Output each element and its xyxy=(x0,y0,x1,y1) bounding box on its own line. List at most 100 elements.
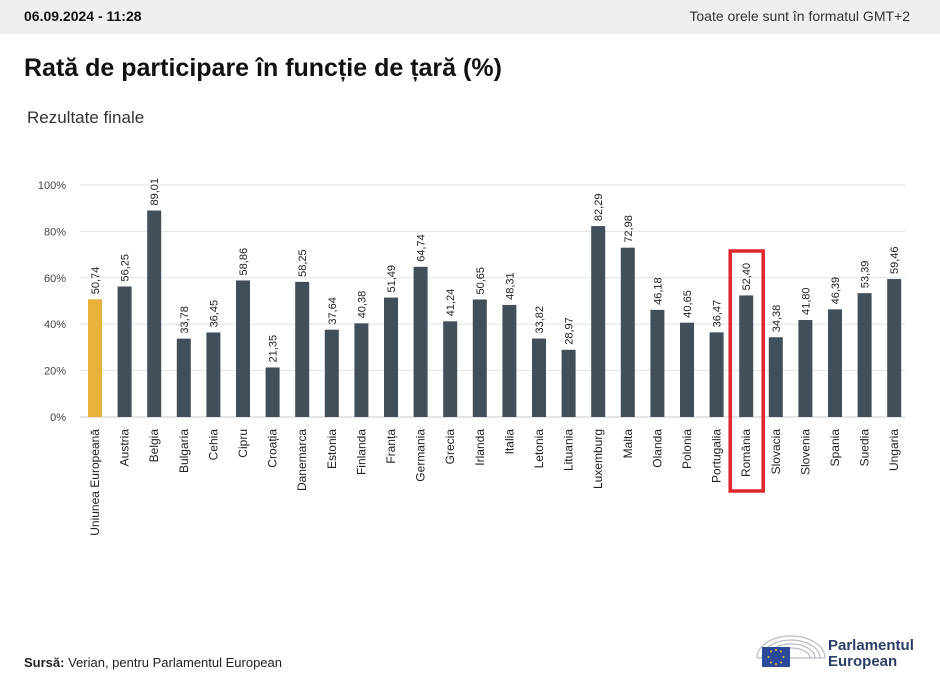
logo-line-2: European xyxy=(828,653,898,670)
category-label: Bulgaria xyxy=(177,429,191,473)
value-label: 40,38 xyxy=(356,291,368,319)
bar xyxy=(828,309,842,417)
bar xyxy=(472,299,487,417)
value-label: 41,80 xyxy=(800,287,812,315)
value-label: 37,64 xyxy=(327,297,339,325)
value-label: 89,01 xyxy=(149,178,161,206)
value-label: 59,46 xyxy=(889,247,901,275)
logo-line-1: Parlamentul xyxy=(828,637,914,654)
category-label: Spania xyxy=(828,429,842,467)
category-label: Danemarca xyxy=(295,429,309,491)
bar xyxy=(147,210,162,417)
value-label: 82,29 xyxy=(593,194,605,222)
category-label: Letonia xyxy=(532,429,546,469)
bar xyxy=(265,367,280,417)
value-label: 53,39 xyxy=(860,261,872,289)
category-label: Lituania xyxy=(562,429,576,471)
category-label: Portugalia xyxy=(710,429,724,483)
bar xyxy=(739,295,754,417)
value-label: 58,25 xyxy=(297,249,309,277)
bar xyxy=(887,279,902,417)
category-label: Luxemburg xyxy=(591,429,605,489)
category-label: Suedia xyxy=(858,429,872,467)
category-label: Belgia xyxy=(147,429,161,463)
category-label: Cehia xyxy=(206,429,220,461)
category-label: Ungaria xyxy=(887,429,901,471)
value-label: 58,86 xyxy=(238,248,250,276)
category-label: Slovacia xyxy=(769,429,783,475)
bar xyxy=(354,323,369,417)
source-label: Sursă: xyxy=(24,655,65,670)
category-label: Malta xyxy=(621,429,635,459)
category-label: Estonia xyxy=(325,429,339,469)
value-label: 64,74 xyxy=(416,234,428,262)
source-text: Verian, pentru Parlamentul European xyxy=(64,655,282,670)
bar xyxy=(117,286,132,417)
bar xyxy=(295,281,310,417)
bar xyxy=(236,280,250,417)
category-label: Irlanda xyxy=(473,429,487,466)
category-label: Olanda xyxy=(650,429,664,468)
bar xyxy=(176,338,191,417)
bar-chart: 0% 20% 40% 60% 80% 100% 50,74 Uniunea Europeană… xyxy=(38,178,905,536)
category-label: Germania xyxy=(414,429,428,482)
bar xyxy=(413,266,428,417)
bar xyxy=(768,337,783,417)
value-label: 72,98 xyxy=(623,215,635,243)
category-label: Finlanda xyxy=(354,429,368,475)
bar xyxy=(857,293,872,417)
source-note: Sursă: Verian, pentru Parlamentul Europe… xyxy=(24,655,282,670)
bar xyxy=(384,297,398,417)
value-label: 41,24 xyxy=(445,289,457,317)
y-tick-label: 20% xyxy=(44,366,66,378)
datetime-label: 06.09.2024 - 11:28 xyxy=(24,8,142,24)
y-tick-label: 80% xyxy=(44,226,66,238)
value-label: 34,38 xyxy=(771,305,783,333)
value-label: 50,65 xyxy=(475,267,487,295)
timezone-note: Toate orele sunt în formatul GMT+2 xyxy=(689,8,910,24)
value-label: 36,47 xyxy=(712,300,724,328)
category-label: România xyxy=(739,429,753,477)
logo-wordmark: Parlamentul European xyxy=(828,638,914,670)
bar xyxy=(650,309,665,417)
value-label: 56,25 xyxy=(120,254,132,282)
y-tick-label: 40% xyxy=(44,319,66,331)
category-label: Slovenia xyxy=(798,429,812,475)
y-tick-label: 100% xyxy=(38,180,66,192)
category-label: Franța xyxy=(384,429,398,464)
value-label: 40,65 xyxy=(682,290,694,318)
category-label: Cipru xyxy=(236,429,250,458)
bar xyxy=(88,299,102,417)
bar xyxy=(620,247,635,417)
bar xyxy=(591,226,606,417)
category-label: Croația xyxy=(266,429,280,468)
category-label: Polonia xyxy=(680,429,694,469)
y-tick-label: 60% xyxy=(44,273,66,285)
bar xyxy=(798,320,813,417)
value-label: 33,82 xyxy=(534,306,546,334)
value-label: 51,49 xyxy=(386,265,398,293)
bar xyxy=(532,338,546,417)
bar xyxy=(443,321,458,417)
value-label: 36,45 xyxy=(208,300,220,328)
y-tick-label: 0% xyxy=(50,412,66,424)
value-label: 52,40 xyxy=(741,263,753,291)
value-label: 50,74 xyxy=(90,267,102,295)
category-label: Austria xyxy=(118,429,132,467)
bar xyxy=(561,349,576,417)
value-label: 21,35 xyxy=(268,335,280,363)
value-label: 28,97 xyxy=(564,317,576,345)
top-bar: 06.09.2024 - 11:28 Toate orele sunt în f… xyxy=(0,0,940,34)
category-label: Uniunea Europeană xyxy=(88,429,102,536)
bar xyxy=(709,332,724,417)
value-label: 46,18 xyxy=(652,277,664,305)
category-label: Italia xyxy=(502,429,516,455)
highlight-box xyxy=(728,249,765,493)
bar xyxy=(502,304,517,417)
value-label: 46,39 xyxy=(830,277,842,305)
bar xyxy=(680,322,694,417)
value-label: 48,31 xyxy=(504,272,516,300)
chart-subtitle: Rezultate finale xyxy=(27,108,145,127)
chart-title: Rată de participare în funcție de țară (… xyxy=(24,54,502,82)
bar xyxy=(324,329,339,417)
